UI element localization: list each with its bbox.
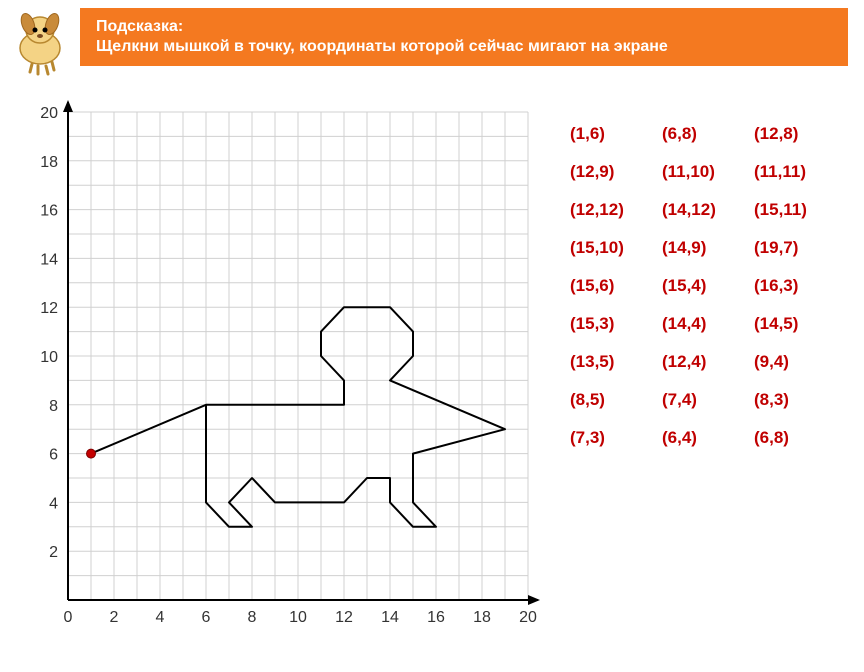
coord-cell: (11,10)	[662, 162, 754, 182]
coord-cell: (15,4)	[662, 276, 754, 296]
start-point[interactable]	[87, 449, 96, 458]
x-tick-label: 14	[381, 609, 399, 626]
hint-title: Подсказка:	[96, 18, 832, 36]
y-tick-label: 2	[49, 544, 58, 561]
coord-cell: (9,4)	[754, 352, 846, 372]
coord-cell: (15,10)	[570, 238, 662, 258]
coord-cell: (11,11)	[754, 162, 846, 182]
mascot-dog-icon	[4, 4, 76, 76]
hint-text: Щелкни мышкой в точку, координаты которо…	[96, 38, 832, 56]
coord-row: (12,12)(14,12)(15,11)	[570, 200, 850, 220]
coord-cell: (12,9)	[570, 162, 662, 182]
coord-cell: (15,11)	[754, 200, 846, 220]
x-tick-label: 4	[156, 609, 165, 626]
coord-cell: (14,5)	[754, 314, 846, 334]
coordinate-grid[interactable]: 0 2 4 6 8 10 12 14 16 18 20 2 4 6 8 10 12 14 16 18 20	[20, 100, 540, 640]
coord-cell: (7,3)	[570, 428, 662, 448]
coord-cell: (8,3)	[754, 390, 846, 410]
coord-row: (15,10)(14,9)(19,7)	[570, 238, 850, 258]
y-tick-label: 8	[49, 398, 58, 415]
coord-cell: (14,12)	[662, 200, 754, 220]
coord-row: (15,6)(15,4)(16,3)	[570, 276, 850, 296]
coord-cell: (6,8)	[662, 124, 754, 144]
x-tick-label: 18	[473, 609, 491, 626]
coord-cell: (12,12)	[570, 200, 662, 220]
y-tick-label: 18	[40, 154, 58, 171]
x-tick-label: 16	[427, 609, 445, 626]
coord-cell: (19,7)	[754, 238, 846, 258]
y-tick-label: 16	[40, 203, 58, 220]
x-tick-label: 2	[110, 609, 119, 626]
y-tick-label: 20	[40, 105, 58, 122]
coord-row: (13,5)(12,4)(9,4)	[570, 352, 850, 372]
x-tick-label: 0	[64, 609, 73, 626]
coord-cell: (7,4)	[662, 390, 754, 410]
y-tick-label: 6	[49, 447, 58, 464]
coord-cell: (6,8)	[754, 428, 846, 448]
coord-row: (7,3)(6,4)(6,8)	[570, 428, 850, 448]
y-tick-label: 12	[40, 300, 58, 317]
x-tick-label: 8	[248, 609, 257, 626]
coord-cell: (16,3)	[754, 276, 846, 296]
y-tick-label: 14	[40, 251, 58, 268]
coord-cell: (14,4)	[662, 314, 754, 334]
coord-cell: (1,6)	[570, 124, 662, 144]
x-tick-label: 20	[519, 609, 537, 626]
x-tick-label: 12	[335, 609, 353, 626]
coord-cell: (6,4)	[662, 428, 754, 448]
coord-cell: (14,9)	[662, 238, 754, 258]
coord-cell: (15,6)	[570, 276, 662, 296]
y-tick-label: 10	[40, 349, 58, 366]
coord-cell: (13,5)	[570, 352, 662, 372]
coord-row: (12,9)(11,10)(11,11)	[570, 162, 850, 182]
coord-row: (15,3)(14,4)(14,5)	[570, 314, 850, 334]
x-tick-label: 6	[202, 609, 211, 626]
coord-row: (1,6)(6,8)(12,8)	[570, 124, 850, 144]
x-tick-label: 10	[289, 609, 307, 626]
coord-cell: (8,5)	[570, 390, 662, 410]
hint-banner: Подсказка: Щелкни мышкой в точку, коорди…	[80, 8, 848, 66]
y-tick-label: 4	[49, 495, 58, 512]
coordinate-list: (1,6)(6,8)(12,8)(12,9)(11,10)(11,11)(12,…	[570, 124, 850, 466]
coord-cell: (12,4)	[662, 352, 754, 372]
coord-cell: (12,8)	[754, 124, 846, 144]
coord-row: (8,5)(7,4)(8,3)	[570, 390, 850, 410]
grid-svg[interactable]: 0 2 4 6 8 10 12 14 16 18 20 2 4 6 8 10 12 14 16 18 20	[20, 100, 540, 640]
coord-cell: (15,3)	[570, 314, 662, 334]
